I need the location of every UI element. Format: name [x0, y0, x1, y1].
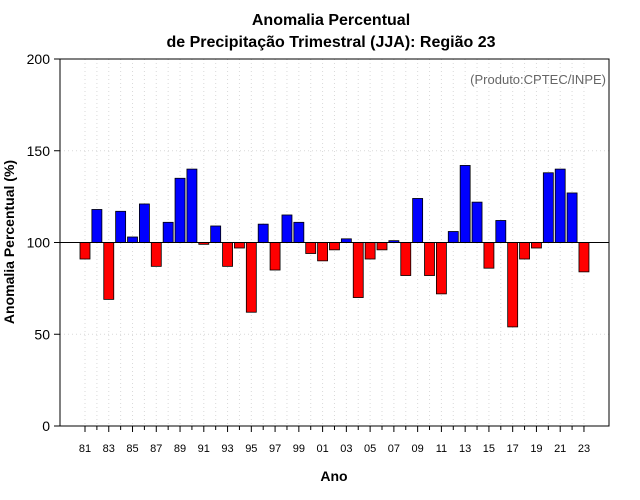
bar-04 — [352, 242, 364, 298]
chart-title-line2: de Precipitação Trimestral (JJA): Região… — [166, 34, 495, 51]
bar-13 — [459, 165, 471, 243]
bar-20 — [542, 172, 554, 243]
x-tick-label: 07 — [388, 443, 400, 455]
bar-95 — [245, 242, 257, 313]
bar-90 — [186, 168, 198, 243]
x-tick-label: 87 — [150, 443, 162, 455]
credit-label: (Produto:CPTEC/INPE) — [470, 72, 606, 87]
x-tick-label: 91 — [198, 443, 210, 455]
x-tick-label: 83 — [103, 443, 115, 455]
bar-21 — [554, 168, 566, 243]
x-axis: 81 83 85 87 89 91 93 95 97 99 01 03 05 07 09 11 13 15 17 19… — [79, 426, 590, 455]
bar-06 — [376, 242, 388, 251]
x-tick-label: 85 — [126, 443, 138, 455]
x-tick-label: 19 — [530, 443, 542, 455]
x-tick-label: 23 — [578, 443, 590, 455]
y-tick-label: 0 — [42, 418, 50, 434]
x-tick-label: 95 — [245, 443, 257, 455]
x-tick-label: 13 — [459, 443, 471, 455]
bar-86 — [138, 203, 150, 243]
bar-93 — [222, 242, 233, 267]
x-tick-label: 99 — [293, 443, 305, 455]
bar-00 — [305, 242, 317, 254]
bar-81 — [79, 242, 91, 260]
x-tick-label: 09 — [412, 443, 424, 455]
bar-96 — [257, 223, 269, 243]
bar-99 — [293, 221, 305, 243]
bar-23 — [578, 242, 590, 273]
x-tick-label: 21 — [554, 443, 566, 455]
bar-97 — [269, 242, 281, 271]
x-tick-label: 03 — [340, 443, 352, 455]
bar-15 — [483, 242, 495, 269]
y-tick-label: 50 — [34, 326, 50, 342]
bars-layer — [79, 165, 590, 328]
y-axis-title: Anomalia Percentual (%) — [1, 160, 17, 324]
x-tick-label: 89 — [174, 443, 186, 455]
bar-02 — [329, 242, 340, 251]
bar-94 — [234, 242, 245, 249]
bar-19 — [531, 242, 542, 249]
x-tick-label: 15 — [483, 443, 495, 455]
bar-88 — [162, 221, 174, 243]
bar-18 — [519, 242, 530, 260]
bar-22 — [566, 192, 578, 243]
y-tick-label: 200 — [27, 51, 51, 67]
bar-92 — [210, 225, 222, 243]
bar-14 — [471, 201, 483, 243]
bar-85 — [127, 236, 138, 243]
x-tick-label: 05 — [364, 443, 376, 455]
bar-83 — [103, 242, 115, 300]
bar-82 — [91, 209, 103, 243]
bar-87 — [150, 242, 162, 267]
x-tick-label: 93 — [221, 443, 233, 455]
x-tick-label: 81 — [79, 443, 91, 455]
bar-11 — [435, 242, 447, 295]
bar-84 — [115, 210, 127, 243]
y-tick-label: 100 — [27, 235, 51, 251]
y-axis: 0 50 100 150 200 — [27, 51, 60, 434]
x-tick-label: 97 — [269, 443, 281, 455]
x-tick-label: 17 — [507, 443, 519, 455]
chart-title-line1: Anomalia Percentual — [252, 12, 410, 29]
bar-17 — [507, 242, 519, 328]
y-tick-label: 150 — [27, 143, 51, 159]
bar-09 — [412, 198, 424, 243]
bar-10 — [424, 242, 435, 276]
x-tick-label: 01 — [316, 443, 328, 455]
bar-05 — [364, 242, 376, 260]
bar-12 — [447, 231, 459, 243]
bar-01 — [317, 242, 329, 262]
bar-03 — [340, 238, 352, 243]
x-tick-label: 11 — [436, 443, 447, 455]
x-axis-title: Ano — [320, 468, 347, 484]
bar-16 — [495, 220, 507, 243]
bar-08 — [400, 242, 412, 276]
bar-98 — [281, 214, 293, 243]
bar-89 — [174, 177, 186, 243]
